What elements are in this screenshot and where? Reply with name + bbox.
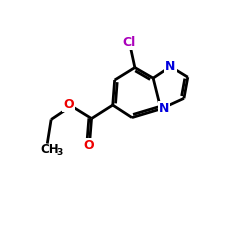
Text: O: O: [83, 139, 94, 152]
Text: 3: 3: [56, 148, 62, 157]
Text: N: N: [165, 60, 176, 73]
Text: CH: CH: [40, 143, 58, 156]
Text: O: O: [63, 98, 74, 110]
Text: N: N: [158, 102, 169, 116]
Text: Cl: Cl: [122, 36, 136, 49]
